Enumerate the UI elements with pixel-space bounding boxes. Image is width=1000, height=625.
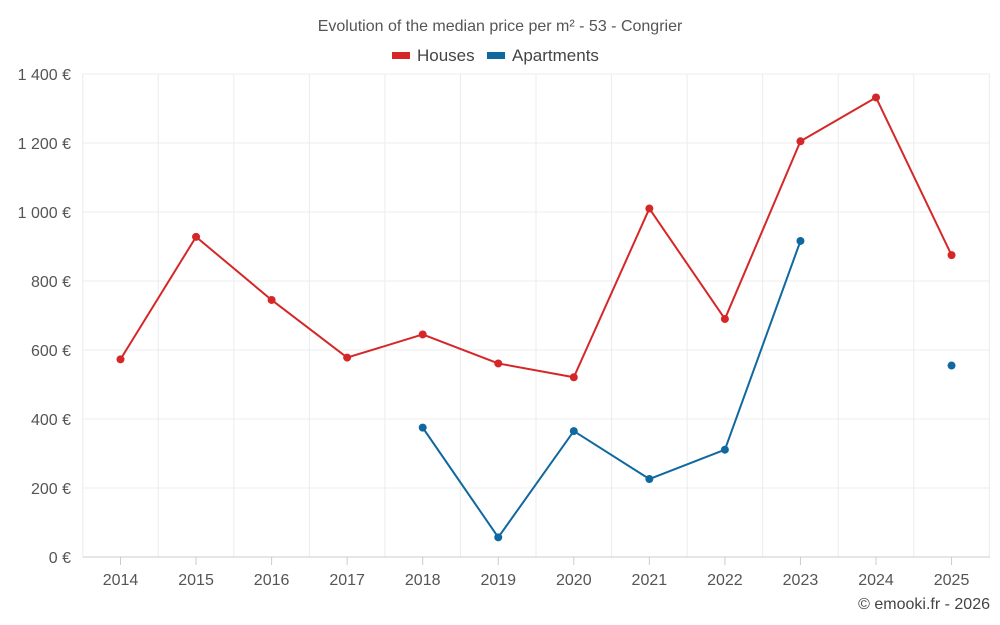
x-tick-label: 2024	[858, 572, 894, 589]
houses-point[interactable]	[267, 295, 276, 304]
legend-swatch	[487, 52, 505, 59]
x-tick-label: 2021	[632, 572, 668, 589]
houses-point[interactable]	[872, 93, 880, 102]
x-tick-label: 2017	[329, 572, 365, 589]
apartments-point[interactable]	[569, 427, 578, 436]
credit-text: © emooki.fr - 2026	[858, 596, 990, 613]
apartments-point[interactable]	[796, 236, 805, 245]
apartments-point[interactable]	[645, 475, 654, 484]
x-tick-label: 2019	[480, 572, 516, 589]
houses-point[interactable]	[494, 359, 503, 368]
x-tick-label: 2014	[103, 572, 139, 589]
apartments-point[interactable]	[418, 423, 427, 432]
x-tick-label: 2025	[934, 572, 970, 589]
legend-item-houses[interactable]: Houses	[392, 46, 475, 65]
y-tick-label: 400 €	[31, 412, 71, 429]
axes: 0 € 200 € 400 € 600 € 800 € 1 000 € 1 200 € 1 4…	[18, 67, 990, 589]
houses-point[interactable]	[569, 373, 578, 382]
x-tick-label: 2015	[178, 572, 214, 589]
x-tick-label: 2020	[556, 572, 592, 589]
apartments-point[interactable]	[947, 361, 956, 370]
x-tick-label: 2018	[405, 572, 441, 589]
y-tick-label: 1 400 €	[18, 67, 71, 84]
houses-point[interactable]	[720, 314, 729, 323]
houses-point[interactable]	[947, 251, 956, 260]
apartments-point[interactable]	[494, 533, 503, 542]
legend-label: Apartments	[512, 46, 599, 65]
houses-point[interactable]	[645, 204, 654, 213]
legend-item-apartments[interactable]: Apartments	[487, 46, 599, 65]
apartments-line	[421, 240, 802, 539]
legend-label: Houses	[417, 46, 475, 65]
apartments-point[interactable]	[720, 445, 729, 454]
x-tick-label: 2016	[254, 572, 290, 589]
x-tick-label: 2022	[707, 572, 743, 589]
series	[116, 93, 956, 542]
y-tick-label: 800 €	[31, 274, 71, 291]
legend-swatch	[392, 52, 410, 59]
chart-title: Evolution of the median price per m² - 5…	[318, 18, 683, 35]
legend[interactable]: Houses Apartments	[392, 46, 599, 65]
houses-point[interactable]	[192, 232, 201, 241]
y-tick-label: 0 €	[49, 550, 71, 567]
houses-point[interactable]	[116, 355, 125, 364]
houses-line	[119, 96, 953, 379]
grid	[82, 73, 990, 558]
apartments-series	[418, 236, 956, 542]
houses-point[interactable]	[343, 353, 352, 362]
y-tick-label: 1 000 €	[18, 205, 71, 222]
y-tick-label: 1 200 €	[18, 136, 71, 153]
x-tick-label: 2023	[783, 572, 819, 589]
houses-point[interactable]	[418, 330, 427, 339]
y-tick-label: 600 €	[31, 343, 71, 360]
y-tick-label: 200 €	[31, 481, 71, 498]
houses-point[interactable]	[796, 137, 805, 146]
houses-series	[116, 93, 956, 382]
